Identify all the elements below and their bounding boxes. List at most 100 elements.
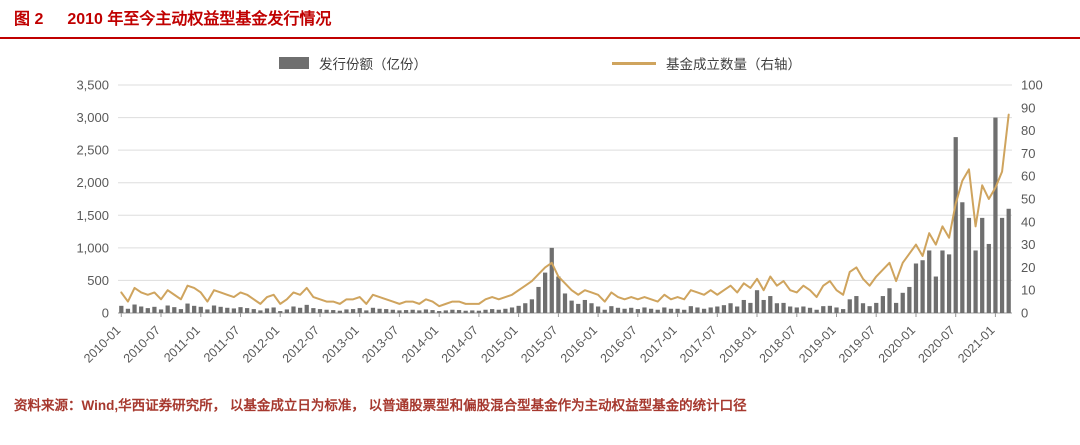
issuance-bar [860,303,866,313]
issuance-bar [761,299,766,313]
issuance-bar [814,309,819,313]
issuance-bar [622,308,627,313]
issuance-bar [629,307,634,313]
svg-text:500: 500 [87,273,109,288]
issuance-bar [251,309,256,313]
issuance-bar [523,303,528,313]
svg-text:2020-07: 2020-07 [915,323,957,365]
issuance-bar [377,308,382,313]
issuance-bar [470,310,475,313]
issuance-bar [887,288,892,313]
issuance-bar [794,307,799,313]
issuance-bar [450,309,455,313]
issuance-bar [463,310,468,313]
svg-text:2016-01: 2016-01 [558,323,600,365]
svg-text:30: 30 [1021,237,1035,252]
svg-text:2012-01: 2012-01 [240,323,282,365]
issuance-bar [841,309,846,313]
issuance-bar [973,250,978,313]
svg-text:2013-01: 2013-01 [319,323,361,365]
issuance-bar [311,308,316,313]
issuance-bar [271,307,276,313]
issuance-bar [741,299,746,313]
issuance-bar [192,305,197,313]
issuance-bar [417,310,422,313]
svg-text:100: 100 [1021,78,1043,93]
legend-item-issuance: 发行份额（亿份） [279,53,427,73]
issuance-bar [132,304,137,313]
svg-text:2020-01: 2020-01 [876,323,918,365]
svg-text:2010-01: 2010-01 [81,323,123,365]
left-axis-labels: 0 500 1,000 1,500 2,000 2,500 3,000 3,500 [76,78,109,321]
issuance-bar [245,308,250,313]
svg-text:3,500: 3,500 [76,78,109,93]
issuance-bar [205,309,210,313]
issuance-bar [933,276,938,313]
chart-area: 0 500 1,000 1,500 2,000 2,500 3,000 3,500 0 10 20 3… [0,77,1080,382]
issuance-bar [980,217,985,313]
issuance-bar [946,254,952,313]
issuance-bar [543,272,548,313]
issuance-bar [748,302,753,313]
issuance-bar [695,307,700,313]
issuance-bar [430,310,435,313]
fund-count-line [120,113,1010,308]
issuance-bar [728,303,733,313]
issuance-bar [152,306,157,313]
issuance-bar [284,309,289,313]
issuance-bar [291,306,296,313]
issuance-bar [655,309,660,313]
issuance-bar [437,311,442,313]
issuance-bar [403,310,409,313]
svg-text:2017-07: 2017-07 [677,323,719,365]
issuance-bar [536,286,541,313]
svg-text:0: 0 [1021,306,1028,321]
issuance-bar [688,306,693,313]
svg-text:20: 20 [1021,260,1035,275]
issuance-bar [682,309,687,313]
title-divider [0,37,1080,39]
issuance-bar [178,309,184,313]
svg-text:2014-01: 2014-01 [399,323,441,365]
svg-text:60: 60 [1021,169,1035,184]
issuance-bar [940,250,945,313]
issuance-bar [350,309,356,313]
issuance-bar [145,308,150,313]
svg-text:2021-01: 2021-01 [955,323,997,365]
issuance-bar [576,303,581,313]
issuance-bar [602,309,607,313]
issuance-bar [715,306,720,313]
issuance-bar [384,309,389,313]
legend-bar-swatch-icon [279,57,309,69]
issuance-bar [529,299,535,313]
svg-text:2,500: 2,500 [76,143,109,158]
issuance-bar [344,309,349,313]
issuance-bar [900,292,905,313]
svg-text:2014-07: 2014-07 [439,323,481,365]
legend-label-issuance: 发行份额（亿份） [319,57,427,72]
figure-label: 图 2 [14,11,44,28]
issuance-bar [880,296,885,313]
issuance-bar [675,308,680,313]
issuance-bar [562,293,568,313]
issuance-bar [735,306,740,313]
issuance-bar [721,305,727,313]
issuance-bar [119,305,124,313]
svg-text:2015-07: 2015-07 [518,323,560,365]
issuance-bar [913,263,919,313]
issuance-bar [609,306,614,313]
issuance-bar [172,307,177,313]
x-axis-labels: 2010-012010-072011-012011-072012-012012-… [81,313,998,366]
issuance-bar [907,286,912,313]
issuance-bar [357,308,362,313]
issuance-bar [331,310,336,313]
issuance-bar [278,311,283,313]
svg-text:2013-07: 2013-07 [359,323,401,365]
issuance-bar [774,303,780,313]
issuance-bar [768,296,773,313]
svg-text:80: 80 [1021,123,1035,138]
issuance-bar [317,309,323,313]
legend-line-swatch-icon [612,61,656,65]
legend-item-fund-count: 基金成立数量（右轴） [612,53,801,73]
issuance-bar [549,247,554,313]
